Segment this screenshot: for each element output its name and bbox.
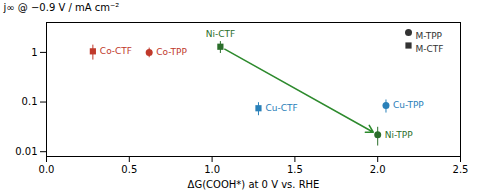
svg-text:Ni-CTF: Ni-CTF <box>206 29 235 39</box>
svg-text:Co-TPP: Co-TPP <box>156 47 187 57</box>
svg-text:1: 1 <box>31 47 37 58</box>
svg-text:Ni-TPP: Ni-TPP <box>385 130 414 140</box>
svg-text:1.5: 1.5 <box>287 164 303 175</box>
svg-text:M-TPP: M-TPP <box>416 31 443 41</box>
svg-text:1.0: 1.0 <box>204 164 220 175</box>
svg-text:0.1: 0.1 <box>22 96 38 107</box>
svg-text:j∞ @ −0.9 V / mA cm⁻²: j∞ @ −0.9 V / mA cm⁻² <box>3 2 120 13</box>
svg-text:Co-CTF: Co-CTF <box>100 46 132 56</box>
svg-text:0.01: 0.01 <box>15 146 37 157</box>
svg-text:ΔG(COOH*) at 0 V vs. RHE: ΔG(COOH*) at 0 V vs. RHE <box>188 179 320 190</box>
svg-text:0.5: 0.5 <box>121 164 137 175</box>
svg-text:2.0: 2.0 <box>370 164 386 175</box>
svg-text:2.5: 2.5 <box>453 164 469 175</box>
svg-text:0.0: 0.0 <box>39 164 55 175</box>
svg-text:Cu-CTF: Cu-CTF <box>265 103 297 113</box>
svg-text:M-CTF: M-CTF <box>416 44 444 54</box>
svg-text:Cu-TPP: Cu-TPP <box>393 100 424 110</box>
